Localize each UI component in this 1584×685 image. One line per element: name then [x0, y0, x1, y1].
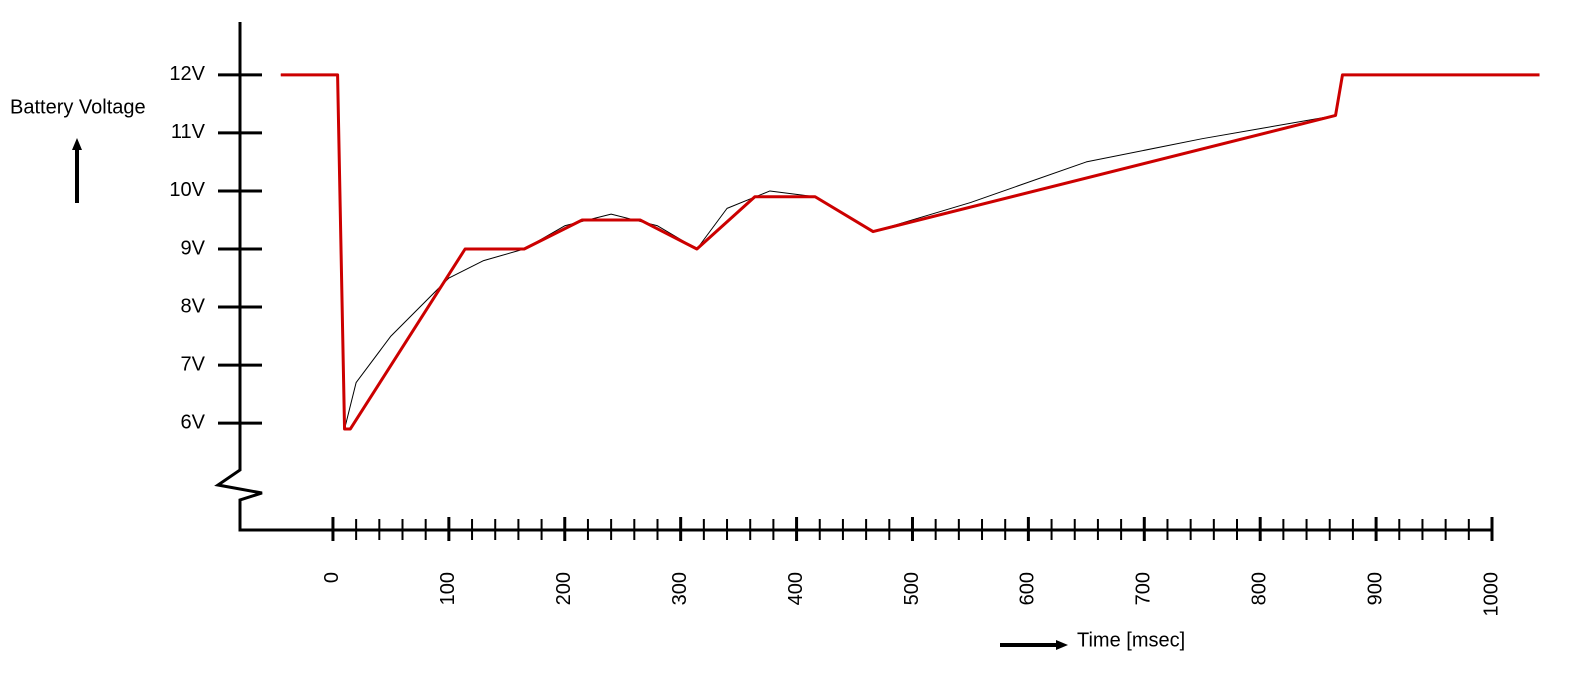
x-tick-label: 100 [437, 572, 459, 605]
x-tick-label: 600 [1017, 572, 1039, 605]
y-arrow-head [72, 138, 82, 150]
x-tick-label: 800 [1248, 572, 1270, 605]
x-tick-label: 1000 [1480, 572, 1502, 617]
y-tick-label: 7V [181, 353, 206, 375]
series-line [280, 74, 1540, 430]
y-tick-label: 10V [169, 179, 205, 201]
y-tick-label: 11V [171, 121, 206, 143]
y-tick-label: 6V [181, 411, 206, 433]
x-tick-label: 500 [901, 572, 923, 605]
series-line [280, 73, 1540, 431]
axes [214, 22, 1492, 532]
x-arrow-head [1056, 640, 1068, 650]
y-axis-label: Battery Voltage [10, 96, 146, 118]
y-tick-label: 12V [169, 63, 205, 85]
y-tick-label: 8V [181, 295, 206, 317]
x-tick-label: 0 [321, 572, 343, 583]
x-tick-label: 900 [1364, 572, 1386, 605]
x-axis-label: Time [msec] [1077, 629, 1185, 651]
x-tick-label: 200 [553, 572, 575, 605]
x-tick-label: 400 [785, 572, 807, 605]
x-tick-label: 700 [1133, 572, 1155, 605]
x-tick-label: 300 [669, 572, 691, 605]
y-tick-label: 9V [181, 237, 206, 259]
